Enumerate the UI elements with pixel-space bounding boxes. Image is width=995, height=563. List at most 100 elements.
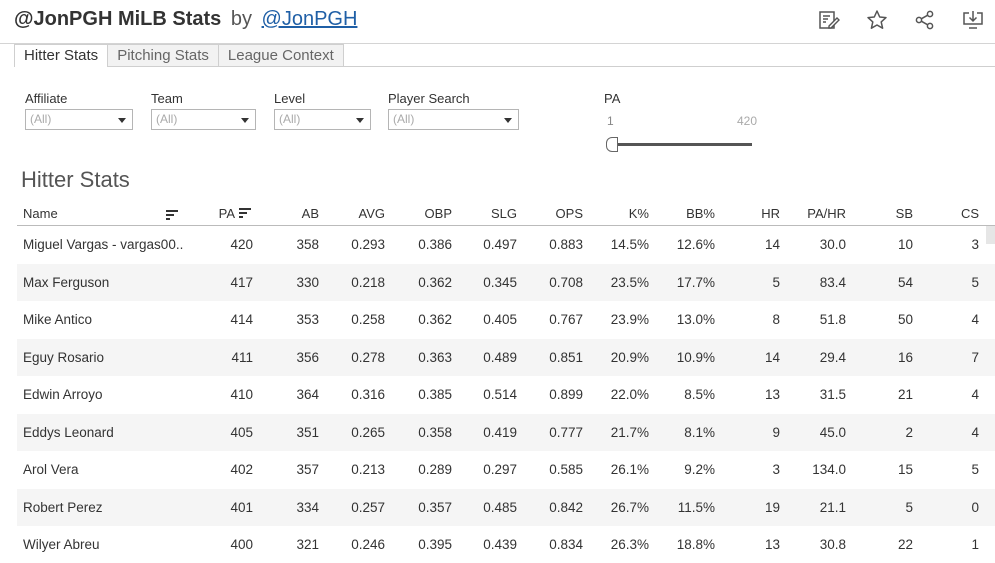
cell-ops: 0.899 [549, 387, 583, 403]
cell-k-pct: 26.7% [610, 499, 649, 515]
pa-slider-handle[interactable] [606, 137, 618, 152]
sort-icon[interactable] [166, 208, 178, 223]
affiliate-dropdown[interactable]: (All) [25, 109, 133, 130]
cell-pa: 417 [230, 274, 253, 290]
sort-icon[interactable] [239, 206, 251, 221]
column-header-label: AVG [358, 206, 386, 221]
cell-obp: 0.358 [418, 424, 452, 440]
column-header-ab[interactable]: AB [302, 202, 319, 225]
player-search-label: Player Search [388, 91, 470, 106]
star-icon[interactable] [865, 8, 889, 32]
column-header-label: K% [628, 206, 649, 221]
cell-pa-per-hr: 45.0 [819, 424, 846, 440]
column-header-label: CS [960, 206, 979, 221]
cell-hr: 19 [764, 499, 780, 515]
pa-max-value: 420 [737, 114, 758, 128]
cell-obp: 0.395 [418, 537, 452, 553]
chevron-down-icon [241, 118, 249, 123]
table-row[interactable]: Mike Antico 414 353 0.258 0.362 0.405 0.767 23.… [17, 301, 995, 339]
column-header-sb[interactable]: SB [896, 202, 913, 225]
cell-avg: 0.293 [351, 237, 385, 253]
cell-bb-pct: 13.0% [676, 312, 715, 328]
column-header-label: PA [218, 206, 235, 221]
cell-pa: 402 [230, 462, 253, 478]
cell-slg: 0.345 [483, 274, 517, 290]
table-row[interactable]: Wilyer Abreu 400 321 0.246 0.395 0.439 0.834 26… [17, 526, 995, 563]
cell-ops: 0.708 [549, 274, 583, 290]
team-value: (All) [156, 112, 178, 126]
cell-name: Arol Vera [23, 462, 79, 478]
chevron-down-icon [118, 118, 126, 123]
level-dropdown[interactable]: (All) [274, 109, 371, 130]
vertical-scrollbar[interactable] [986, 226, 995, 244]
cell-pa-per-hr: 31.5 [819, 387, 846, 403]
column-header-label: OBP [424, 206, 452, 221]
cell-pa: 410 [230, 387, 253, 403]
by-text: by [230, 8, 252, 30]
cell-bb-pct: 12.6% [676, 237, 715, 253]
cell-ops: 0.834 [549, 537, 583, 553]
column-header-pa[interactable]: PA [219, 202, 251, 225]
cell-name: Edwin Arroyo [23, 387, 103, 403]
tab-bar: Hitter Stats Pitching Stats League Conte… [14, 44, 995, 67]
cell-k-pct: 26.3% [610, 537, 649, 553]
cell-bb-pct: 17.7% [676, 274, 715, 290]
table-row[interactable]: Edwin Arroyo 410 364 0.316 0.385 0.514 0.899 22… [17, 376, 995, 414]
cell-k-pct: 21.7% [610, 424, 649, 440]
cell-ab: 358 [296, 237, 319, 253]
column-header-avg[interactable]: AVG [359, 202, 386, 225]
cell-ops: 0.585 [549, 462, 583, 478]
table-row[interactable]: Arol Vera 402 357 0.213 0.289 0.297 0.585 26.1%… [17, 451, 995, 489]
edit-icon[interactable] [817, 8, 841, 32]
cell-sb: 5 [905, 499, 913, 515]
author-link[interactable]: @JonPGH [261, 8, 358, 30]
column-header-obp[interactable]: OBP [425, 202, 452, 225]
cell-ab: 357 [296, 462, 319, 478]
pa-range-values: 1 420 [604, 114, 764, 132]
cell-k-pct: 14.5% [610, 237, 649, 253]
table-row[interactable]: Eddys Leonard 405 351 0.265 0.358 0.419 0.777 2… [17, 413, 995, 451]
table-row[interactable]: Miguel Vargas - vargas00.. 420 358 0.293 0.3… [17, 226, 995, 264]
chevron-down-icon [356, 118, 364, 123]
column-header-label: AB [301, 206, 319, 221]
column-header-ops[interactable]: OPS [556, 202, 583, 225]
column-header-name[interactable]: Name [23, 202, 58, 225]
pa-slider-track[interactable] [612, 143, 752, 146]
table-row[interactable]: Eguy Rosario 411 356 0.278 0.363 0.489 0.851 20… [17, 338, 995, 376]
tab-pitching-stats[interactable]: Pitching Stats [108, 44, 219, 66]
cell-name: Robert Perez [23, 499, 103, 515]
cell-k-pct: 23.5% [610, 274, 649, 290]
cell-cs: 5 [971, 462, 979, 478]
download-icon[interactable] [961, 8, 985, 32]
cell-pa-per-hr: 30.8 [819, 537, 846, 553]
column-header-pa-per-hr[interactable]: PA/HR [807, 202, 846, 225]
cell-name: Eguy Rosario [23, 349, 105, 365]
affiliate-filter: Affiliate (All) [25, 91, 133, 130]
tab-hitter-stats[interactable]: Hitter Stats [14, 44, 109, 67]
table-row[interactable]: Robert Perez 401 334 0.257 0.357 0.485 0.842 26… [17, 488, 995, 526]
cell-k-pct: 23.9% [610, 312, 649, 328]
cell-ab: 321 [296, 537, 319, 553]
dashboard-title: @JonPGH MiLB Stats by @JonPGH [14, 8, 357, 31]
column-header-hr[interactable]: HR [761, 202, 780, 225]
cell-slg: 0.405 [483, 312, 517, 328]
cell-pa-per-hr: 29.4 [819, 349, 846, 365]
cell-cs: 1 [971, 537, 979, 553]
cell-ab: 330 [296, 274, 319, 290]
column-header-k-pct[interactable]: K% [629, 202, 649, 225]
share-icon[interactable] [913, 8, 937, 32]
level-label: Level [274, 91, 306, 106]
column-header-bb-pct[interactable]: BB% [686, 202, 715, 225]
cell-pa: 405 [230, 424, 253, 440]
tab-league-context[interactable]: League Context [218, 44, 344, 66]
cell-sb: 2 [905, 424, 913, 440]
hitter-stats-table: Name PA AB AVG OBP SLG OPS K% BB% HR PA/HR SB CS Mig… [17, 202, 995, 563]
player-search-dropdown[interactable]: (All) [388, 109, 519, 130]
cell-obp: 0.386 [418, 237, 452, 253]
cell-bb-pct: 8.1% [684, 424, 715, 440]
column-header-slg[interactable]: SLG [491, 202, 517, 225]
team-dropdown[interactable]: (All) [151, 109, 256, 130]
cell-bb-pct: 18.8% [676, 537, 715, 553]
table-row[interactable]: Max Ferguson 417 330 0.218 0.362 0.345 0.708 23… [17, 263, 995, 301]
column-header-cs[interactable]: CS [961, 202, 979, 225]
